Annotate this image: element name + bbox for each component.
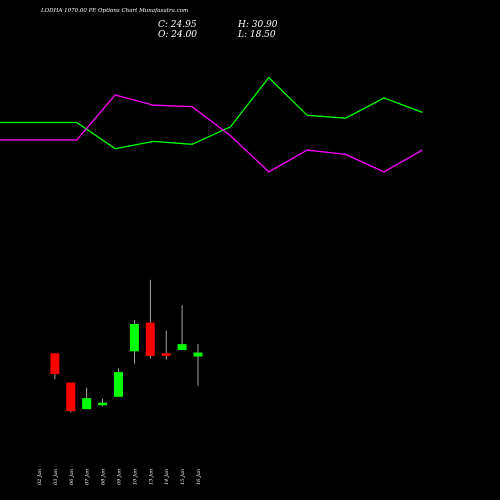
- x-axis-dates: 02 Jan 03 Jan 06 Jan 07 Jan 08 Jan 09 Jan 10 J…: [37, 469, 202, 485]
- candle-body: [145, 322, 155, 356]
- date-label: 14 Jan: [164, 469, 170, 485]
- chart-title: LODHA 1070.00 PE Options Chart Munafasut…: [40, 8, 188, 14]
- candle: [145, 279, 155, 359]
- candle: [129, 320, 139, 364]
- candle-body: [193, 352, 203, 357]
- candle: [82, 387, 92, 410]
- candles: [50, 279, 203, 413]
- close-label: C: 24.95: [158, 20, 197, 30]
- candle-body: [98, 402, 108, 406]
- indicator-line-2: [0, 94, 423, 173]
- indicator-line-1: [0, 76, 423, 150]
- date-label: 16 Jan: [196, 469, 202, 485]
- candle-body: [161, 353, 171, 356]
- candle: [50, 353, 60, 380]
- date-label: 09 Jan: [117, 469, 123, 485]
- candle-body: [66, 382, 76, 412]
- candle-body: [50, 353, 60, 375]
- date-label: 08 Jan: [101, 469, 107, 485]
- date-label: 13 Jan: [148, 469, 154, 485]
- date-label: 06 Jan: [69, 469, 75, 485]
- candle: [98, 398, 108, 407]
- candle-body: [114, 372, 123, 397]
- candle: [177, 305, 187, 350]
- candle-body: [129, 324, 139, 352]
- date-label: 15 Jan: [180, 469, 186, 485]
- high-label: H: 30.90: [237, 20, 278, 30]
- date-label: 07 Jan: [85, 469, 91, 485]
- date-label: 03 Jan: [53, 469, 59, 485]
- date-label: 10 Jan: [132, 469, 138, 485]
- open-label: O: 24.00: [158, 30, 197, 40]
- candle: [114, 368, 123, 397]
- candle-body: [82, 398, 92, 410]
- low-label: L: 18.50: [237, 30, 276, 40]
- candle: [161, 330, 171, 360]
- date-label: 02 Jan: [37, 469, 43, 485]
- indicator-lines: [0, 76, 423, 173]
- candle: [66, 382, 76, 413]
- candle-body: [177, 344, 187, 350]
- candle: [193, 343, 203, 386]
